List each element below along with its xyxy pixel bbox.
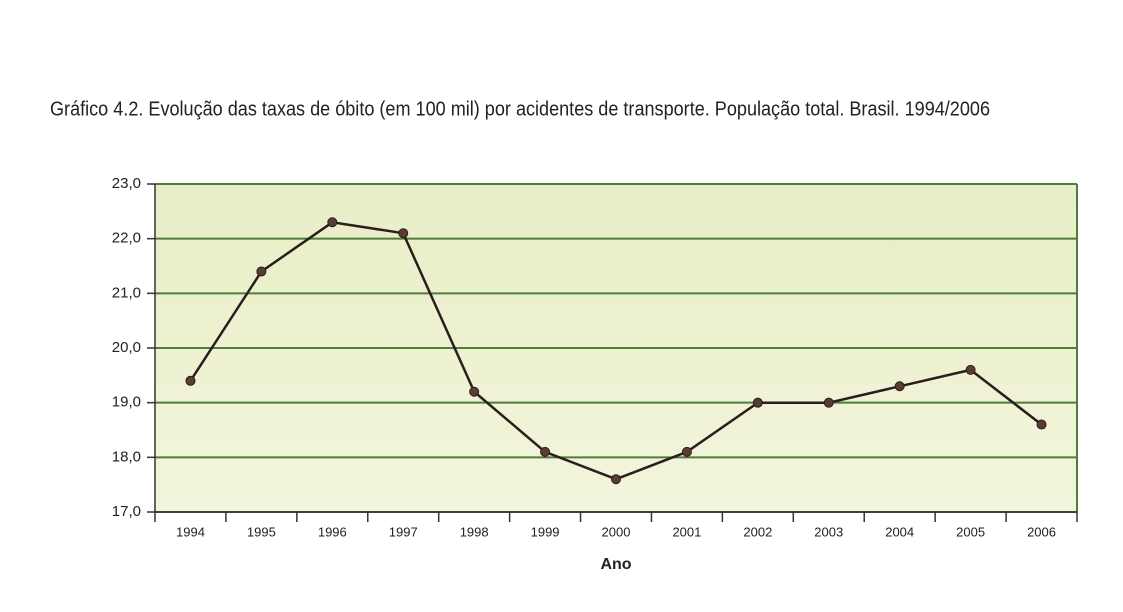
chart-title: Gráfico 4.2. Evolução das taxas de óbito… [50,98,990,120]
data-point [1036,419,1047,430]
data-point [185,375,196,386]
y-tick-label: 17,0 [112,503,141,520]
x-tick-label: 2001 [672,524,701,539]
y-tick-label: 22,0 [112,230,141,247]
x-tick-label: 2006 [1027,524,1056,539]
x-tick-label: 1996 [318,524,347,539]
data-point [256,266,267,277]
data-point [540,446,551,457]
x-tick-label: 1998 [460,524,489,539]
y-tick-label: 20,0 [112,339,141,356]
data-point [965,364,976,375]
x-tick-label: 2002 [743,524,772,539]
x-axis-label: Ano [600,556,631,573]
data-point [398,228,409,239]
y-tick-label: 23,0 [112,175,141,192]
data-point [681,446,692,457]
data-point [469,386,480,397]
y-tick-label: 18,0 [112,448,141,465]
y-tick-label: 19,0 [112,394,141,411]
x-tick-label: 2003 [814,524,843,539]
x-tick-label: 2000 [602,524,631,539]
x-tick-label: 1994 [176,524,205,539]
data-point [823,397,834,408]
data-point [327,217,338,228]
data-point [611,474,621,485]
x-tick-label: 1999 [531,524,560,539]
x-tick-label: 2004 [885,524,914,539]
x-tick-label: 1997 [389,524,418,539]
data-point [894,381,905,392]
data-point [752,397,763,408]
x-tick-label: 1995 [247,524,276,539]
y-tick-label: 21,0 [112,284,141,301]
x-tick-label: 2005 [956,524,985,539]
